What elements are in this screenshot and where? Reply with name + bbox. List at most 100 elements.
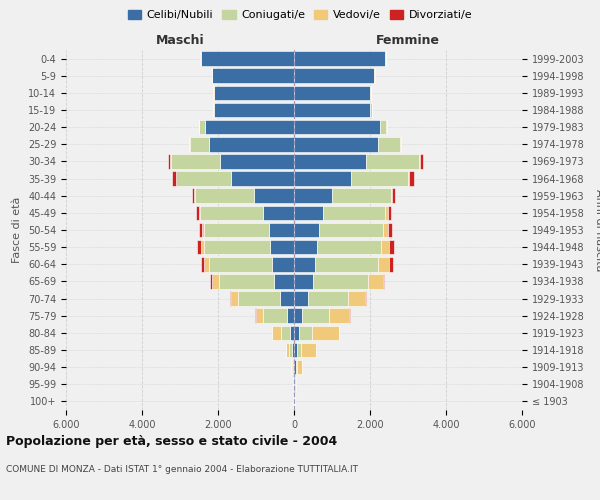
Bar — [292, 342, 294, 357]
Bar — [254, 188, 294, 203]
Legend: Celibi/Nubili, Coniugati/e, Vedovi/e, Divorziati/e: Celibi/Nubili, Coniugati/e, Vedovi/e, Di… — [124, 6, 476, 25]
Bar — [294, 172, 351, 186]
Bar — [377, 137, 400, 152]
Bar — [212, 68, 294, 83]
Bar — [199, 222, 202, 238]
Bar — [294, 52, 385, 66]
Bar — [200, 206, 263, 220]
Bar — [302, 308, 329, 323]
Bar — [196, 206, 199, 220]
Bar — [263, 206, 294, 220]
Bar — [323, 206, 385, 220]
Bar — [168, 154, 170, 168]
Bar — [378, 257, 389, 272]
Bar — [366, 154, 419, 168]
Bar — [202, 222, 205, 238]
Bar — [205, 257, 209, 272]
Bar — [294, 222, 319, 238]
Bar — [205, 222, 269, 238]
Text: Femmine: Femmine — [376, 34, 440, 46]
Bar — [308, 292, 347, 306]
Bar — [294, 206, 323, 220]
Bar — [272, 326, 281, 340]
Bar — [294, 257, 315, 272]
Bar — [289, 342, 292, 357]
Bar — [170, 154, 220, 168]
Text: Popolazione per età, sesso e stato civile - 2004: Popolazione per età, sesso e stato civil… — [6, 435, 337, 448]
Bar — [296, 360, 302, 374]
Bar — [199, 120, 205, 134]
Bar — [294, 326, 299, 340]
Bar — [190, 137, 209, 152]
Bar — [382, 240, 389, 254]
Bar — [212, 274, 219, 288]
Bar — [269, 222, 294, 238]
Bar — [209, 137, 294, 152]
Bar — [294, 86, 370, 100]
Bar — [294, 154, 366, 168]
Bar — [368, 274, 383, 288]
Bar — [294, 188, 332, 203]
Bar — [408, 172, 409, 186]
Bar — [172, 172, 176, 186]
Bar — [365, 292, 366, 306]
Bar — [383, 222, 388, 238]
Bar — [280, 292, 294, 306]
Bar — [293, 360, 294, 374]
Bar — [383, 274, 385, 288]
Bar — [297, 342, 301, 357]
Bar — [201, 257, 205, 272]
Bar — [388, 206, 391, 220]
Bar — [347, 292, 365, 306]
Bar — [263, 308, 287, 323]
Bar — [291, 360, 292, 374]
Bar — [274, 274, 294, 288]
Bar — [294, 342, 297, 357]
Bar — [294, 137, 377, 152]
Bar — [391, 188, 392, 203]
Bar — [329, 308, 349, 323]
Bar — [370, 102, 371, 118]
Bar — [409, 172, 415, 186]
Bar — [204, 240, 271, 254]
Bar — [220, 154, 294, 168]
Bar — [301, 342, 316, 357]
Bar — [332, 188, 391, 203]
Text: COMUNE DI MONZA - Dati ISTAT 1° gennaio 2004 - Elaborazione TUTTITALIA.IT: COMUNE DI MONZA - Dati ISTAT 1° gennaio … — [6, 465, 358, 474]
Bar — [294, 360, 296, 374]
Bar — [281, 326, 290, 340]
Bar — [294, 292, 308, 306]
Bar — [380, 120, 386, 134]
Bar — [211, 274, 212, 288]
Text: Maschi: Maschi — [155, 34, 205, 46]
Bar — [256, 308, 263, 323]
Bar — [385, 206, 388, 220]
Bar — [272, 257, 294, 272]
Bar — [294, 308, 302, 323]
Bar — [389, 240, 394, 254]
Bar — [294, 102, 370, 118]
Bar — [294, 240, 317, 254]
Bar — [295, 377, 296, 392]
Bar — [370, 86, 371, 100]
Bar — [294, 68, 374, 83]
Bar — [388, 222, 392, 238]
Bar — [313, 274, 368, 288]
Bar — [214, 102, 294, 118]
Bar — [389, 257, 393, 272]
Bar — [315, 257, 378, 272]
Bar — [420, 154, 423, 168]
Bar — [294, 274, 313, 288]
Bar — [230, 292, 232, 306]
Bar — [201, 240, 204, 254]
Bar — [351, 172, 408, 186]
Y-axis label: Fasce di età: Fasce di età — [13, 197, 22, 263]
Bar — [214, 86, 294, 100]
Bar — [317, 240, 382, 254]
Bar — [232, 292, 238, 306]
Bar — [299, 326, 312, 340]
Bar — [197, 240, 201, 254]
Bar — [312, 326, 339, 340]
Bar — [176, 172, 232, 186]
Bar — [232, 172, 294, 186]
